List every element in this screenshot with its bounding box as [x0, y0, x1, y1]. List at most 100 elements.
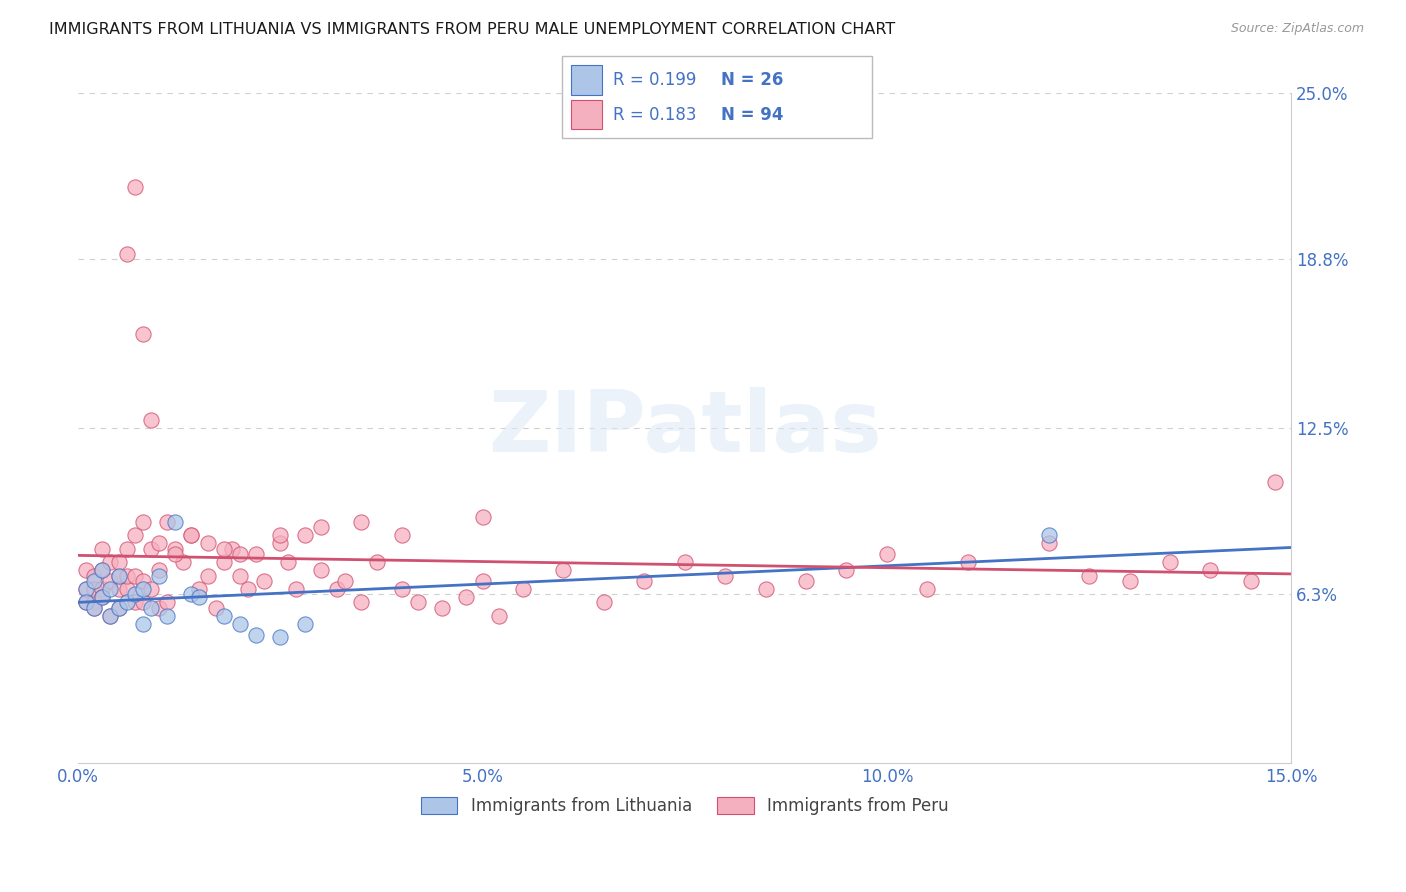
Point [633, 574, 655, 588]
Point [269, 630, 291, 644]
Point [115, 582, 138, 596]
Point [165, 547, 187, 561]
Point [165, 515, 187, 529]
Point [326, 582, 349, 596]
Point [956, 555, 979, 569]
Point [100, 608, 122, 623]
Point [350, 515, 373, 529]
Point [115, 568, 138, 582]
Point [91, 541, 114, 556]
Point [285, 582, 308, 596]
Point [132, 595, 155, 609]
Point [1078, 568, 1101, 582]
Point [107, 568, 129, 582]
Point [172, 555, 194, 569]
Point [1199, 563, 1222, 577]
Point [553, 563, 575, 577]
Point [269, 536, 291, 550]
Point [156, 595, 179, 609]
Point [91, 582, 114, 596]
Point [124, 595, 146, 609]
Point [366, 555, 388, 569]
Point [188, 582, 211, 596]
Text: IMMIGRANTS FROM LITHUANIA VS IMMIGRANTS FROM PERU MALE UNEMPLOYMENT CORRELATION : IMMIGRANTS FROM LITHUANIA VS IMMIGRANTS … [49, 22, 896, 37]
Point [309, 563, 332, 577]
Point [148, 568, 170, 582]
Point [197, 568, 219, 582]
Point [673, 555, 696, 569]
Point [75, 595, 97, 609]
Point [83, 568, 105, 582]
Point [115, 541, 138, 556]
Point [139, 541, 162, 556]
Point [471, 509, 494, 524]
Text: R = 0.199: R = 0.199 [613, 70, 696, 89]
Point [132, 616, 155, 631]
Point [592, 595, 614, 609]
Point [197, 536, 219, 550]
Point [917, 582, 939, 596]
Point [83, 600, 105, 615]
Point [139, 600, 162, 615]
Text: R = 0.183: R = 0.183 [613, 105, 696, 124]
Point [1240, 574, 1263, 588]
Point [1264, 475, 1286, 489]
Point [180, 528, 202, 542]
Text: ZIPatlas: ZIPatlas [488, 387, 882, 470]
Point [229, 616, 252, 631]
Point [115, 247, 138, 261]
Point [139, 413, 162, 427]
Point [132, 327, 155, 342]
Point [835, 563, 858, 577]
Point [83, 574, 105, 588]
Point [212, 608, 235, 623]
Point [148, 563, 170, 577]
Point [124, 180, 146, 194]
Point [107, 582, 129, 596]
Point [75, 595, 97, 609]
Point [132, 574, 155, 588]
Point [294, 616, 316, 631]
Point [91, 590, 114, 604]
Point [1159, 555, 1181, 569]
Point [430, 600, 453, 615]
Point [512, 582, 534, 596]
Point [350, 595, 373, 609]
Point [107, 555, 129, 569]
Point [876, 547, 898, 561]
Point [294, 528, 316, 542]
Point [91, 590, 114, 604]
Point [132, 582, 155, 596]
Point [107, 600, 129, 615]
Point [91, 563, 114, 577]
Point [204, 600, 226, 615]
Point [229, 568, 252, 582]
Point [100, 608, 122, 623]
Point [488, 608, 510, 623]
Point [139, 582, 162, 596]
Point [148, 600, 170, 615]
Point [156, 515, 179, 529]
Point [1118, 574, 1140, 588]
Point [391, 582, 413, 596]
Point [188, 590, 211, 604]
Point [269, 528, 291, 542]
Point [212, 555, 235, 569]
Point [165, 541, 187, 556]
Point [333, 574, 356, 588]
Point [180, 528, 202, 542]
Point [714, 568, 737, 582]
Point [253, 574, 276, 588]
Point [212, 541, 235, 556]
Point [406, 595, 429, 609]
Legend: Immigrants from Lithuania, Immigrants from Peru: Immigrants from Lithuania, Immigrants fr… [415, 790, 955, 822]
Point [100, 574, 122, 588]
Text: N = 94: N = 94 [721, 105, 783, 124]
Point [83, 600, 105, 615]
Point [1038, 536, 1060, 550]
Point [124, 528, 146, 542]
Point [107, 600, 129, 615]
Point [91, 563, 114, 577]
Point [75, 582, 97, 596]
Point [309, 520, 332, 534]
